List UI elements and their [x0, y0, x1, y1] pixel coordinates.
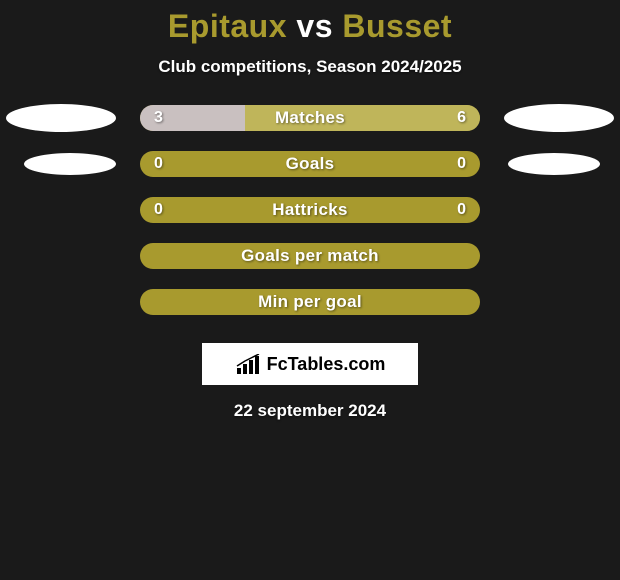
stat-label: Min per goal [140, 289, 480, 315]
logo-text: FcTables.com [267, 354, 386, 375]
stat-row: Goals per match [0, 243, 620, 289]
player1-badge [6, 104, 116, 132]
stat-row: 00Goals [0, 151, 620, 197]
title-player2: Busset [342, 8, 452, 44]
date: 22 september 2024 [0, 401, 620, 421]
player1-small-badge [24, 153, 116, 175]
stat-label: Matches [140, 105, 480, 131]
stat-label: Goals per match [140, 243, 480, 269]
stat-bar: 00Hattricks [140, 197, 480, 223]
stat-label: Hattricks [140, 197, 480, 223]
player2-small-badge [508, 153, 600, 175]
fctables-icon [235, 354, 261, 374]
stats-list: 36Matches 00Goals 00Hattricks Goals per mat… [0, 105, 620, 335]
stat-bar: 00Goals [140, 151, 480, 177]
stat-bar: 36Matches [140, 105, 480, 131]
stat-bar: Goals per match [140, 243, 480, 269]
stat-label: Goals [140, 151, 480, 177]
stat-bar: Min per goal [140, 289, 480, 315]
source-logo[interactable]: FcTables.com [202, 343, 418, 385]
stat-row: 36Matches [0, 105, 620, 151]
player2-badge [504, 104, 614, 132]
title: Epitaux vs Busset [0, 8, 620, 45]
stat-row: Min per goal [0, 289, 620, 335]
title-player1: Epitaux [168, 8, 287, 44]
comparison-card: Epitaux vs Busset Club competitions, Sea… [0, 0, 620, 421]
subtitle: Club competitions, Season 2024/2025 [0, 57, 620, 77]
stat-row: 00Hattricks [0, 197, 620, 243]
title-vs: vs [296, 8, 333, 44]
